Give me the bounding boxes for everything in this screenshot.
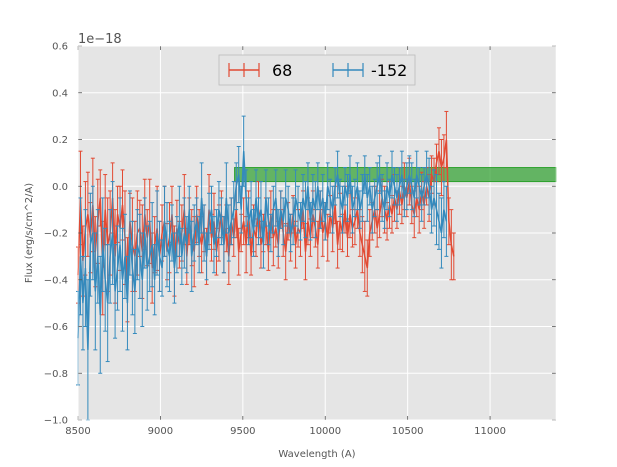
y-offset-label: 1e−18 — [78, 32, 122, 47]
x-tick-label: 9000 — [148, 426, 173, 437]
y-tick-label: −0.6 — [44, 322, 68, 333]
legend: 68 -152 — [218, 54, 416, 86]
y-tick-label: −0.8 — [44, 369, 68, 380]
legend-symbol-68 — [228, 63, 260, 77]
y-tick-label: −0.4 — [44, 275, 68, 286]
legend-label-152: -152 — [371, 61, 407, 80]
x-tick-label: 9500 — [230, 426, 255, 437]
x-axis-label: Wavelength (A) — [278, 449, 355, 460]
y-tick-label: −0.2 — [44, 229, 68, 240]
legend-label-68: 68 — [272, 61, 292, 80]
x-tick-label: 8500 — [65, 426, 90, 437]
y-tick-label: 0.6 — [52, 42, 68, 53]
series-152 — [76, 115, 449, 421]
y-tick-label: 0.0 — [52, 182, 68, 193]
y-axis-label: Flux (erg/s/cm^2/A) — [24, 183, 35, 283]
plot-frame — [77, 45, 557, 421]
series-layer — [76, 110, 456, 421]
x-tick-label: 10000 — [309, 426, 341, 437]
y-tick-label: 0.2 — [52, 135, 68, 146]
x-tick-label: 11000 — [474, 426, 506, 437]
axis-ticks: 8500 9000 9500 10000 10500 11000 −1.0 −0.8 −0.6 −… — [44, 42, 557, 437]
x-tick-label: 10500 — [392, 426, 424, 437]
y-tick-label: −1.0 — [44, 416, 68, 427]
series-line — [77, 151, 448, 350]
legend-symbol-152 — [332, 63, 364, 77]
y-tick-label: 0.4 — [52, 88, 68, 99]
